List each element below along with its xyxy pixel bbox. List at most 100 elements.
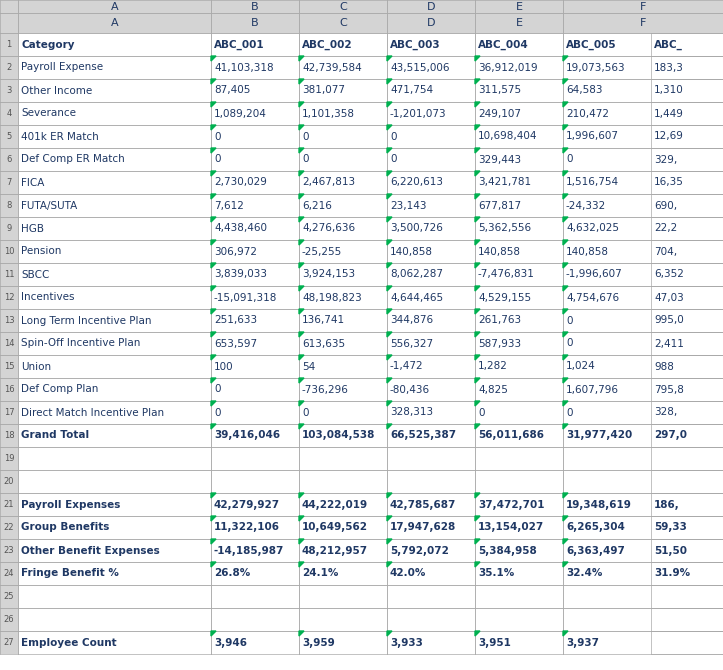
Bar	[651, 355, 723, 378]
Text: 26: 26	[4, 615, 14, 624]
Polygon shape	[387, 217, 392, 222]
Bar	[0, 0, 18, 13]
Polygon shape	[211, 125, 216, 130]
Bar	[0, 447, 18, 470]
Text: 10: 10	[4, 247, 14, 256]
Polygon shape	[211, 378, 216, 383]
Bar	[387, 56, 475, 79]
Text: C: C	[339, 18, 347, 28]
Bar	[18, 516, 211, 539]
Bar	[18, 332, 211, 355]
Polygon shape	[299, 424, 304, 429]
Bar	[563, 56, 723, 79]
Text: 4,644,465: 4,644,465	[390, 293, 443, 302]
Bar	[211, 33, 299, 56]
Text: 31,977,420: 31,977,420	[566, 431, 632, 440]
Text: 4,276,636: 4,276,636	[302, 224, 355, 234]
Polygon shape	[387, 539, 392, 544]
Text: 12,69: 12,69	[654, 131, 684, 141]
Bar	[651, 148, 723, 171]
Polygon shape	[563, 125, 568, 130]
Text: 66,525,387: 66,525,387	[390, 431, 456, 440]
Bar	[563, 447, 723, 470]
Bar	[18, 401, 211, 424]
Bar	[563, 401, 723, 424]
Polygon shape	[299, 56, 304, 61]
Text: 17: 17	[4, 408, 14, 417]
Bar	[18, 286, 211, 309]
Bar	[299, 148, 387, 171]
Text: 13: 13	[4, 316, 14, 325]
Bar	[299, 516, 387, 539]
Bar	[18, 194, 211, 217]
Bar	[18, 33, 211, 56]
Bar	[18, 424, 211, 447]
Bar	[387, 355, 475, 378]
Bar	[211, 13, 299, 33]
Bar	[299, 194, 387, 217]
Polygon shape	[387, 424, 392, 429]
Text: 42,739,584: 42,739,584	[302, 62, 362, 72]
Text: 6,265,304: 6,265,304	[566, 523, 625, 533]
Polygon shape	[563, 79, 568, 84]
Polygon shape	[211, 148, 216, 153]
Bar	[211, 562, 299, 585]
Bar	[18, 539, 211, 562]
Polygon shape	[299, 309, 304, 314]
Bar	[0, 493, 18, 516]
Polygon shape	[563, 401, 568, 406]
Polygon shape	[299, 378, 304, 383]
Polygon shape	[387, 309, 392, 314]
Bar	[475, 286, 563, 309]
Bar	[299, 286, 387, 309]
Text: Grand Total: Grand Total	[21, 431, 89, 440]
Bar	[563, 171, 723, 194]
Bar	[475, 171, 563, 194]
Polygon shape	[387, 148, 392, 153]
Bar	[211, 608, 299, 631]
Bar	[299, 102, 387, 125]
Bar	[299, 608, 387, 631]
Bar	[0, 332, 18, 355]
Polygon shape	[299, 125, 304, 130]
Bar	[18, 79, 211, 102]
Bar	[18, 240, 211, 263]
Bar	[651, 217, 723, 240]
Bar	[0, 516, 18, 539]
Polygon shape	[387, 102, 392, 107]
Bar	[563, 102, 723, 125]
Text: 5,384,958: 5,384,958	[478, 545, 536, 555]
Polygon shape	[299, 516, 304, 521]
Bar	[387, 33, 475, 56]
Polygon shape	[387, 171, 392, 176]
Text: 87,405: 87,405	[214, 86, 250, 96]
Bar	[299, 355, 387, 378]
Text: Long Term Incentive Plan: Long Term Incentive Plan	[21, 316, 152, 326]
Text: 56,011,686: 56,011,686	[478, 431, 544, 440]
Bar	[0, 217, 18, 240]
Text: 1,024: 1,024	[566, 362, 596, 371]
Text: 103,084,538: 103,084,538	[302, 431, 375, 440]
Polygon shape	[387, 562, 392, 567]
Text: 0: 0	[390, 155, 396, 165]
Polygon shape	[211, 309, 216, 314]
Polygon shape	[387, 286, 392, 291]
Bar	[475, 240, 563, 263]
Polygon shape	[475, 79, 480, 84]
Bar	[18, 309, 211, 332]
Bar	[563, 240, 723, 263]
Text: 1,310: 1,310	[654, 86, 684, 96]
Bar	[0, 263, 18, 286]
Text: 704,: 704,	[654, 247, 677, 257]
Polygon shape	[563, 240, 568, 245]
Text: 136,741: 136,741	[302, 316, 345, 326]
Text: 306,972: 306,972	[214, 247, 257, 257]
Polygon shape	[563, 424, 568, 429]
Text: 19,348,619: 19,348,619	[566, 500, 632, 509]
Text: E: E	[515, 18, 523, 28]
Polygon shape	[475, 539, 480, 544]
Bar	[651, 585, 723, 608]
Bar	[0, 309, 18, 332]
Bar	[475, 217, 563, 240]
Polygon shape	[211, 631, 216, 636]
